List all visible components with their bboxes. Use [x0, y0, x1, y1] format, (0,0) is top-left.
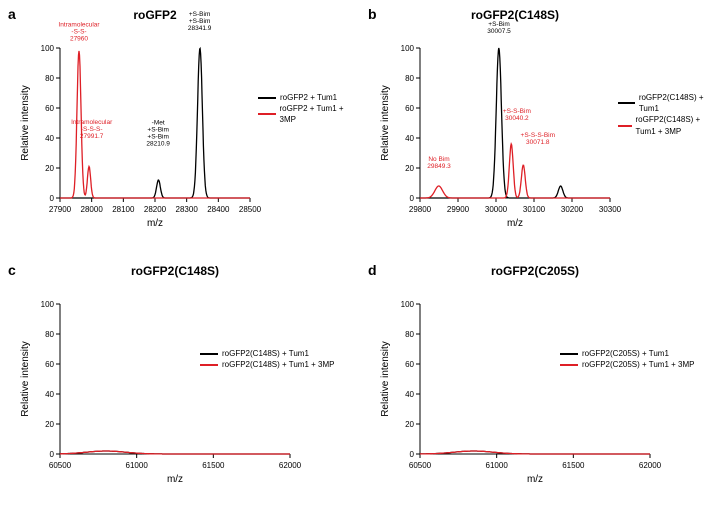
svg-text:61000: 61000 — [486, 461, 509, 470]
svg-text:60: 60 — [45, 360, 54, 369]
svg-text:100: 100 — [401, 44, 415, 53]
svg-text:0: 0 — [410, 450, 415, 459]
legend-label: roGFP2(C205S) + Tum1 — [582, 348, 669, 359]
svg-text:100: 100 — [41, 44, 55, 53]
svg-text:60: 60 — [405, 104, 414, 113]
y-axis-label: Relative intensity — [20, 341, 31, 417]
legend-label: roGFP2(C148S) + Tum1 + 3MP — [636, 114, 720, 136]
svg-text:60500: 60500 — [49, 461, 72, 470]
legend-label: roGFP2 + Tum1 — [280, 92, 337, 103]
x-axis-label: m/z — [507, 218, 523, 229]
legend-item: roGFP2(C148S) + Tum1 + 3MP — [200, 359, 335, 370]
legend-label: roGFP2(C148S) + Tum1 — [639, 92, 720, 114]
svg-text:80: 80 — [45, 74, 54, 83]
svg-text:28400: 28400 — [207, 205, 230, 214]
svg-text:27900: 27900 — [49, 205, 72, 214]
panel-a: aroGFP2020406080100279002800028100282002… — [0, 0, 360, 256]
figure-grid: aroGFP2020406080100279002800028100282002… — [0, 0, 720, 512]
svg-text:29900: 29900 — [447, 205, 470, 214]
svg-text:29800: 29800 — [409, 205, 432, 214]
svg-text:30300: 30300 — [599, 205, 622, 214]
peak-annotation: Intramolecular-S-S-27960 — [58, 22, 100, 43]
svg-text:100: 100 — [41, 300, 55, 309]
svg-text:60500: 60500 — [409, 461, 432, 470]
panel-b: broGFP2(C148S)02040608010029800299003000… — [360, 0, 720, 256]
legend: roGFP2(C148S) + Tum1roGFP2(C148S) + Tum1… — [618, 92, 720, 137]
legend-swatch — [200, 364, 218, 366]
svg-text:61500: 61500 — [202, 461, 225, 470]
peak-annotation: +S-Bim+S-Bim28341.9 — [188, 11, 212, 32]
legend-item: roGFP2(C205S) + Tum1 + 3MP — [560, 359, 695, 370]
svg-text:60: 60 — [45, 104, 54, 113]
svg-text:28200: 28200 — [144, 205, 167, 214]
legend-item: roGFP2 + Tum1 + 3MP — [258, 103, 360, 125]
svg-text:62000: 62000 — [639, 461, 662, 470]
svg-text:28000: 28000 — [81, 205, 104, 214]
svg-text:80: 80 — [405, 74, 414, 83]
svg-text:20: 20 — [45, 420, 54, 429]
svg-text:30100: 30100 — [523, 205, 546, 214]
x-axis-label: m/z — [167, 474, 183, 485]
y-axis-label: Relative intensity — [380, 341, 391, 417]
svg-text:60: 60 — [405, 360, 414, 369]
svg-text:61500: 61500 — [562, 461, 585, 470]
legend-swatch — [618, 125, 632, 127]
trace-black — [420, 48, 610, 198]
peak-annotation: +S-S-S-Bim30071.8 — [521, 132, 556, 146]
x-axis-label: m/z — [527, 474, 543, 485]
y-axis-label: Relative intensity — [20, 85, 31, 161]
legend-swatch — [618, 102, 635, 104]
legend-swatch — [258, 97, 276, 99]
chart-svg: 0 20 40 60 80 100 27900 28000 28100 28200 28300 284… — [0, 0, 360, 256]
legend-label: roGFP2(C148S) + Tum1 + 3MP — [222, 359, 335, 370]
legend-swatch — [200, 353, 218, 355]
peak-annotation: +S-S-Bim30040.2 — [503, 108, 531, 122]
legend-item: roGFP2(C148S) + Tum1 + 3MP — [618, 114, 720, 136]
chart-svg: 0 20 40 60 80 100 60500 61000 61500 62000 m/z Relat… — [360, 256, 720, 512]
legend: roGFP2(C205S) + Tum1roGFP2(C205S) + Tum1… — [560, 348, 695, 370]
trace-red — [420, 144, 610, 198]
svg-text:62000: 62000 — [279, 461, 302, 470]
svg-text:40: 40 — [405, 134, 414, 143]
svg-text:0: 0 — [50, 450, 55, 459]
legend-swatch — [560, 364, 578, 366]
peak-annotation: Intramolecular-S-S-S-27991.7 — [71, 119, 113, 140]
svg-text:0: 0 — [410, 194, 415, 203]
chart-svg: 0 20 40 60 80 100 60500 61000 61500 62000 m/z Relat… — [0, 256, 360, 512]
svg-text:40: 40 — [405, 390, 414, 399]
svg-text:20: 20 — [405, 420, 414, 429]
legend-label: roGFP2 + Tum1 + 3MP — [280, 103, 360, 125]
legend: roGFP2 + Tum1roGFP2 + Tum1 + 3MP — [258, 92, 360, 126]
y-axis-label: Relative intensity — [380, 85, 391, 161]
legend: roGFP2(C148S) + Tum1roGFP2(C148S) + Tum1… — [200, 348, 335, 370]
svg-text:100: 100 — [401, 300, 415, 309]
legend-label: roGFP2(C148S) + Tum1 — [222, 348, 309, 359]
peak-annotation: -Met+S-Bim+S-Bim28210.9 — [146, 120, 170, 148]
svg-text:40: 40 — [45, 390, 54, 399]
x-axis-label: m/z — [147, 218, 163, 229]
svg-text:28500: 28500 — [239, 205, 262, 214]
svg-text:80: 80 — [45, 330, 54, 339]
legend-label: roGFP2(C205S) + Tum1 + 3MP — [582, 359, 695, 370]
svg-text:80: 80 — [405, 330, 414, 339]
legend-item: roGFP2(C205S) + Tum1 — [560, 348, 695, 359]
legend-item: roGFP2 + Tum1 — [258, 92, 360, 103]
svg-text:0: 0 — [50, 194, 55, 203]
legend-item: roGFP2(C148S) + Tum1 — [200, 348, 335, 359]
panel-d: droGFP2(C205S)02040608010060500610006150… — [360, 256, 720, 512]
svg-text:28300: 28300 — [176, 205, 199, 214]
legend-swatch — [258, 113, 276, 115]
svg-text:61000: 61000 — [126, 461, 149, 470]
svg-text:40: 40 — [45, 134, 54, 143]
svg-text:30200: 30200 — [561, 205, 584, 214]
panel-c: croGFP2(C148S)02040608010060500610006150… — [0, 256, 360, 512]
svg-text:20: 20 — [45, 164, 54, 173]
legend-item: roGFP2(C148S) + Tum1 — [618, 92, 720, 114]
svg-text:28100: 28100 — [112, 205, 135, 214]
legend-swatch — [560, 353, 578, 355]
svg-text:30000: 30000 — [485, 205, 508, 214]
peak-annotation: +S-Bim30007.5 — [487, 21, 511, 35]
peak-annotation: No Bim29849.3 — [427, 156, 451, 170]
svg-text:20: 20 — [405, 164, 414, 173]
